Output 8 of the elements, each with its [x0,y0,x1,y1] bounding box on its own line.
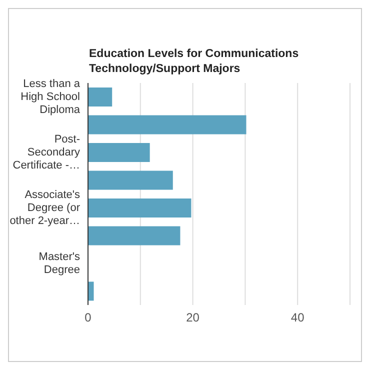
x-tick-label: 40 [290,310,305,325]
y-tick-label: Associate's Degree (or other 2-year… [10,188,80,227]
chart-title: Education Levels for Communications Technology/Support Majors [89,47,300,77]
x-tick-label: 0 [84,310,92,325]
y-tick-label: Master's Degree [38,250,80,276]
y-tick-label: Post-Secondary Certificate -… [12,133,80,172]
y-tick-label: Less than a High School Diploma [20,78,81,116]
x-tick-label: 20 [186,310,200,325]
